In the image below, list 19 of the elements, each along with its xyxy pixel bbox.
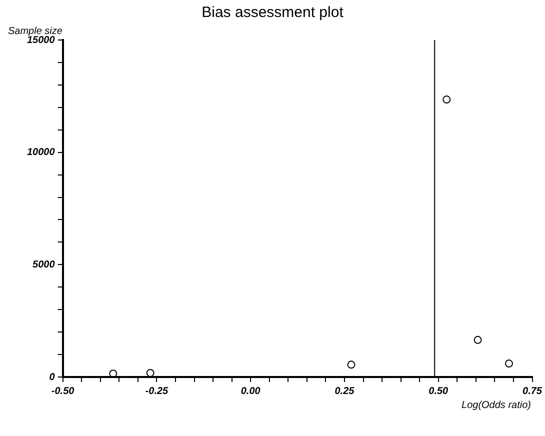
y-axis-title: Sample size	[8, 26, 62, 37]
x-tick-label: 0.75	[522, 386, 542, 397]
x-tick-label: -0.25	[145, 386, 169, 397]
point	[442, 96, 451, 104]
x-axis-title: Log(Odds ratio)	[462, 400, 531, 411]
point	[474, 336, 482, 344]
x-tick-label: 0.25	[334, 386, 355, 397]
x-tick-label: 0.50	[428, 386, 449, 397]
y-tick-label: 10000	[26, 147, 56, 158]
y-tick-label: 15000	[26, 34, 56, 46]
chart-title: Bias assessment plot	[200, 4, 344, 21]
y-tick-label: 5000	[32, 259, 56, 270]
point	[504, 360, 513, 368]
y-tick-label: 0	[49, 372, 56, 383]
point	[109, 370, 118, 377]
point	[347, 360, 356, 369]
point	[146, 368, 154, 377]
x-tick-label: -0.50	[51, 386, 75, 397]
x-tick-label: 0.00	[240, 386, 261, 397]
